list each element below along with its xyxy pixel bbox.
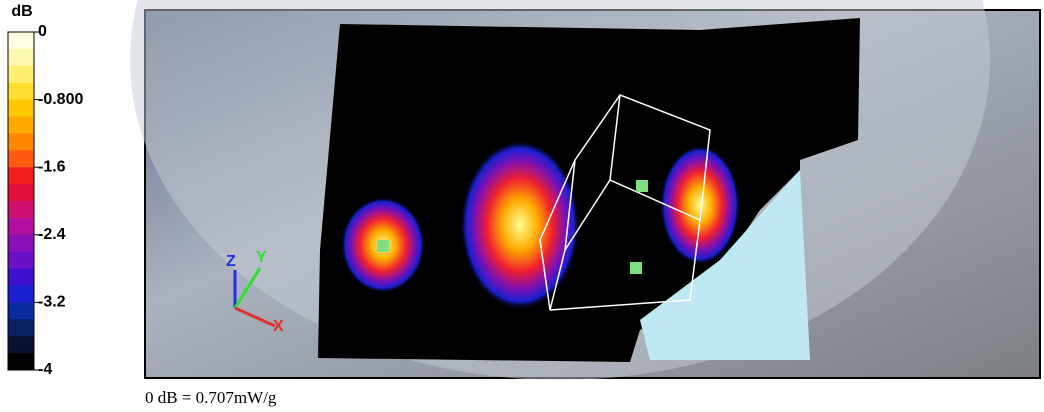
colorbar-band (8, 353, 34, 371)
colorbar-band (8, 82, 34, 101)
colorbar-band (8, 150, 34, 168)
colorbar-band (8, 251, 34, 270)
colorbar-tick-label: -3.2 (38, 294, 66, 311)
colorbar-band (8, 99, 34, 117)
colorbar-band (8, 234, 34, 253)
colorbar-band (8, 285, 34, 303)
colorbar-band (8, 319, 34, 337)
colorbar-band (8, 336, 34, 354)
colorbar-band (8, 133, 34, 151)
colorbar-band (8, 48, 34, 67)
colorbar-tick-label: -4 (38, 361, 52, 378)
axis-label: X (273, 318, 284, 335)
colorbar-unit: dB (11, 3, 32, 20)
colorbar: 0 -0.800 -1.6 -2.4 -3.2 -4 (7, 23, 83, 378)
colorbar-band (8, 302, 34, 320)
colorbar-tick-label: -1.6 (38, 158, 66, 175)
axis-triad: Z Y X (226, 249, 284, 335)
scan-image: Z Y X (130, 0, 1041, 380)
caption: 0 dB = 0.707mW/g (145, 388, 277, 407)
colorbar-band (8, 116, 34, 134)
colorbar-band (8, 167, 34, 185)
colorbar-band (8, 217, 34, 236)
colorbar-tick-label: -2.4 (38, 226, 66, 243)
colorbar-tick-label: -0.800 (38, 91, 83, 108)
colorbar-band (8, 65, 34, 84)
axis-label: Y (256, 249, 267, 266)
colorbar-band (8, 32, 34, 50)
colorbar-band (8, 268, 34, 286)
colorbar-band (8, 201, 34, 219)
colorbar-frame (7, 31, 35, 371)
colorbar-tick-label: 0 (38, 23, 47, 40)
axis-label: Z (226, 253, 236, 270)
colorbar-band (8, 184, 34, 202)
